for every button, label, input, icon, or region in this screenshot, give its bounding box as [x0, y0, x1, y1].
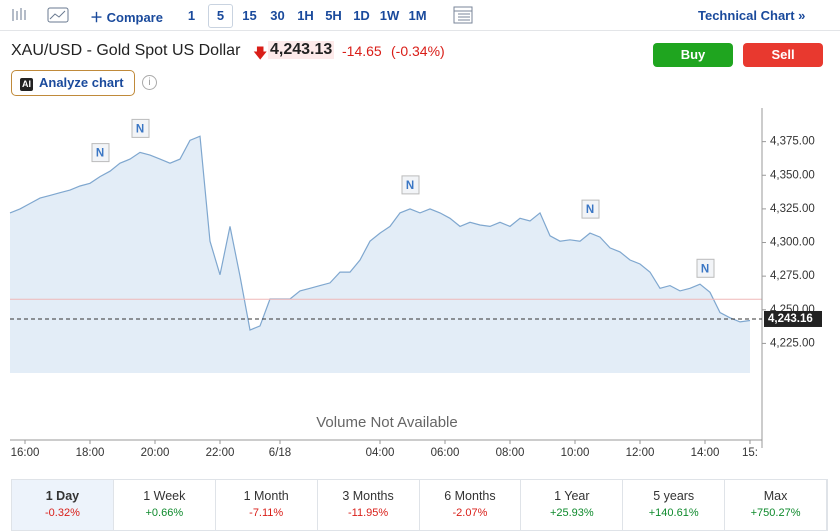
period-change: -0.32%	[45, 507, 80, 519]
period-label: 6 Months	[444, 489, 496, 503]
news-marker-label: N	[701, 263, 709, 275]
y-tick-label: 4,375.00	[770, 136, 815, 148]
news-marker-label: N	[136, 123, 144, 135]
chart: Investing.com4,225.004,250.004,275.004,3…	[9, 108, 822, 459]
period-cell[interactable]: Max +750.27%	[725, 480, 827, 530]
interval-button[interactable]: 1W	[379, 8, 400, 23]
interval-button[interactable]: 1M	[408, 8, 427, 23]
period-change: -2.07%	[452, 507, 488, 519]
period-change: +750.27%	[750, 507, 801, 519]
interval-button[interactable]: 1	[187, 8, 196, 23]
volume-note: Volume Not Available	[316, 414, 457, 431]
price-line	[9, 135, 751, 331]
interval-button[interactable]: 5H	[325, 8, 342, 23]
period-cell[interactable]: 6 Months -2.07%	[420, 480, 522, 530]
period-label: 3 Months	[342, 489, 394, 503]
down-arrow: 🡇	[253, 45, 268, 61]
period-change: +0.66%	[145, 507, 184, 519]
x-tick-label: 6/18	[269, 447, 291, 459]
info-icon[interactable]: i	[142, 75, 157, 90]
period-label: Max	[763, 489, 788, 503]
last-price-box	[764, 310, 822, 327]
period-label: 1 Day	[45, 489, 80, 503]
news-marker	[581, 199, 600, 219]
x-tick-label: 12:00	[626, 447, 655, 459]
change: -14.65	[342, 43, 382, 59]
area-fill	[10, 136, 750, 373]
news-marker	[131, 118, 150, 138]
y-tick-label: 4,350.00	[770, 169, 815, 181]
interval-button[interactable]: 30	[270, 8, 285, 23]
period-cell[interactable]: 3 Months -11.95%	[318, 480, 420, 530]
news-marker-label: N	[96, 148, 104, 160]
compare-button[interactable]: ＋ Compare	[90, 10, 163, 25]
news-marker	[696, 258, 715, 278]
x-tick-label: 08:00	[496, 447, 525, 459]
period-label: 1 Week	[143, 489, 186, 503]
period-cell[interactable]: 1 Year +25.93%	[521, 480, 624, 530]
y-tick-label: 4,325.00	[770, 203, 815, 215]
interval-button[interactable]: 5	[208, 4, 233, 28]
sell-button[interactable]: Sell	[743, 43, 823, 67]
compare-label: Compare	[106, 10, 163, 25]
y-tick-label: 4,225.00	[770, 337, 815, 349]
analyze-label: Analyze chart	[39, 75, 124, 90]
news-marker-label: N	[586, 204, 594, 216]
period-change: -11.95%	[347, 507, 389, 519]
x-tick-label: 10:00	[561, 447, 590, 459]
period-cell[interactable]: 5 years +140.61%	[623, 480, 726, 530]
period-label: 1 Year	[554, 489, 590, 503]
period-change: +25.93%	[549, 507, 594, 519]
chart-style-icons[interactable]	[10, 6, 70, 24]
price: 4,243.13	[268, 41, 335, 59]
y-tick-label: 4,300.00	[770, 237, 815, 249]
interval-list: 1 5 15 30 1H 5H 1D 1W 1M	[180, 4, 434, 28]
analyze-chart-button[interactable]: AI Analyze chart	[11, 70, 135, 96]
period-label: 5 years	[653, 489, 695, 503]
x-tick-label: 06:00	[431, 447, 460, 459]
news-marker-label: N	[406, 180, 414, 192]
period-change: +140.61%	[648, 507, 699, 519]
period-cell[interactable]: 1 Month -7.11%	[216, 480, 318, 530]
last-price-label: 4,243.16	[768, 313, 813, 325]
x-tick-label: 20:00	[141, 447, 170, 459]
y-tick-label: 4,275.00	[770, 270, 815, 282]
news-marker	[401, 175, 420, 195]
layout-icon[interactable]	[452, 5, 474, 25]
x-tick-label: 15:	[742, 447, 758, 459]
x-tick-label: 16:00	[11, 447, 40, 459]
technical-chart-link[interactable]: Technical Chart »	[698, 8, 806, 23]
x-tick-label: 22:00	[206, 447, 235, 459]
x-tick-label: 04:00	[366, 447, 395, 459]
interval-button[interactable]: 1D	[353, 8, 370, 23]
instrument-title: XAU/USD - Gold Spot US Dollar	[11, 42, 241, 59]
x-tick-label: 14:00	[691, 447, 720, 459]
period-performance: 1 Day -0.32% 1 Week +0.66% 1 Month -7.11% 3 Mo…	[11, 479, 828, 531]
buy-button[interactable]: Buy	[653, 43, 733, 67]
ai-icon: AI	[20, 78, 33, 91]
x-tick-label: 18:00	[76, 447, 105, 459]
period-label: 1 Month	[243, 489, 289, 503]
change-percent: (-0.34%)	[391, 43, 445, 59]
toolbar: ＋ Compare 1 5 15 30 1H 5H 1D 1W 1M Technical Cha…	[0, 0, 840, 31]
period-cell[interactable]: 1 Day -0.32%	[12, 480, 114, 530]
period-cell[interactable]: 1 Week +0.66%	[114, 480, 216, 530]
interval-button[interactable]: 15	[242, 8, 257, 23]
news-marker	[91, 143, 110, 163]
period-change: -7.11%	[249, 507, 284, 519]
interval-button[interactable]: 1H	[297, 8, 314, 23]
